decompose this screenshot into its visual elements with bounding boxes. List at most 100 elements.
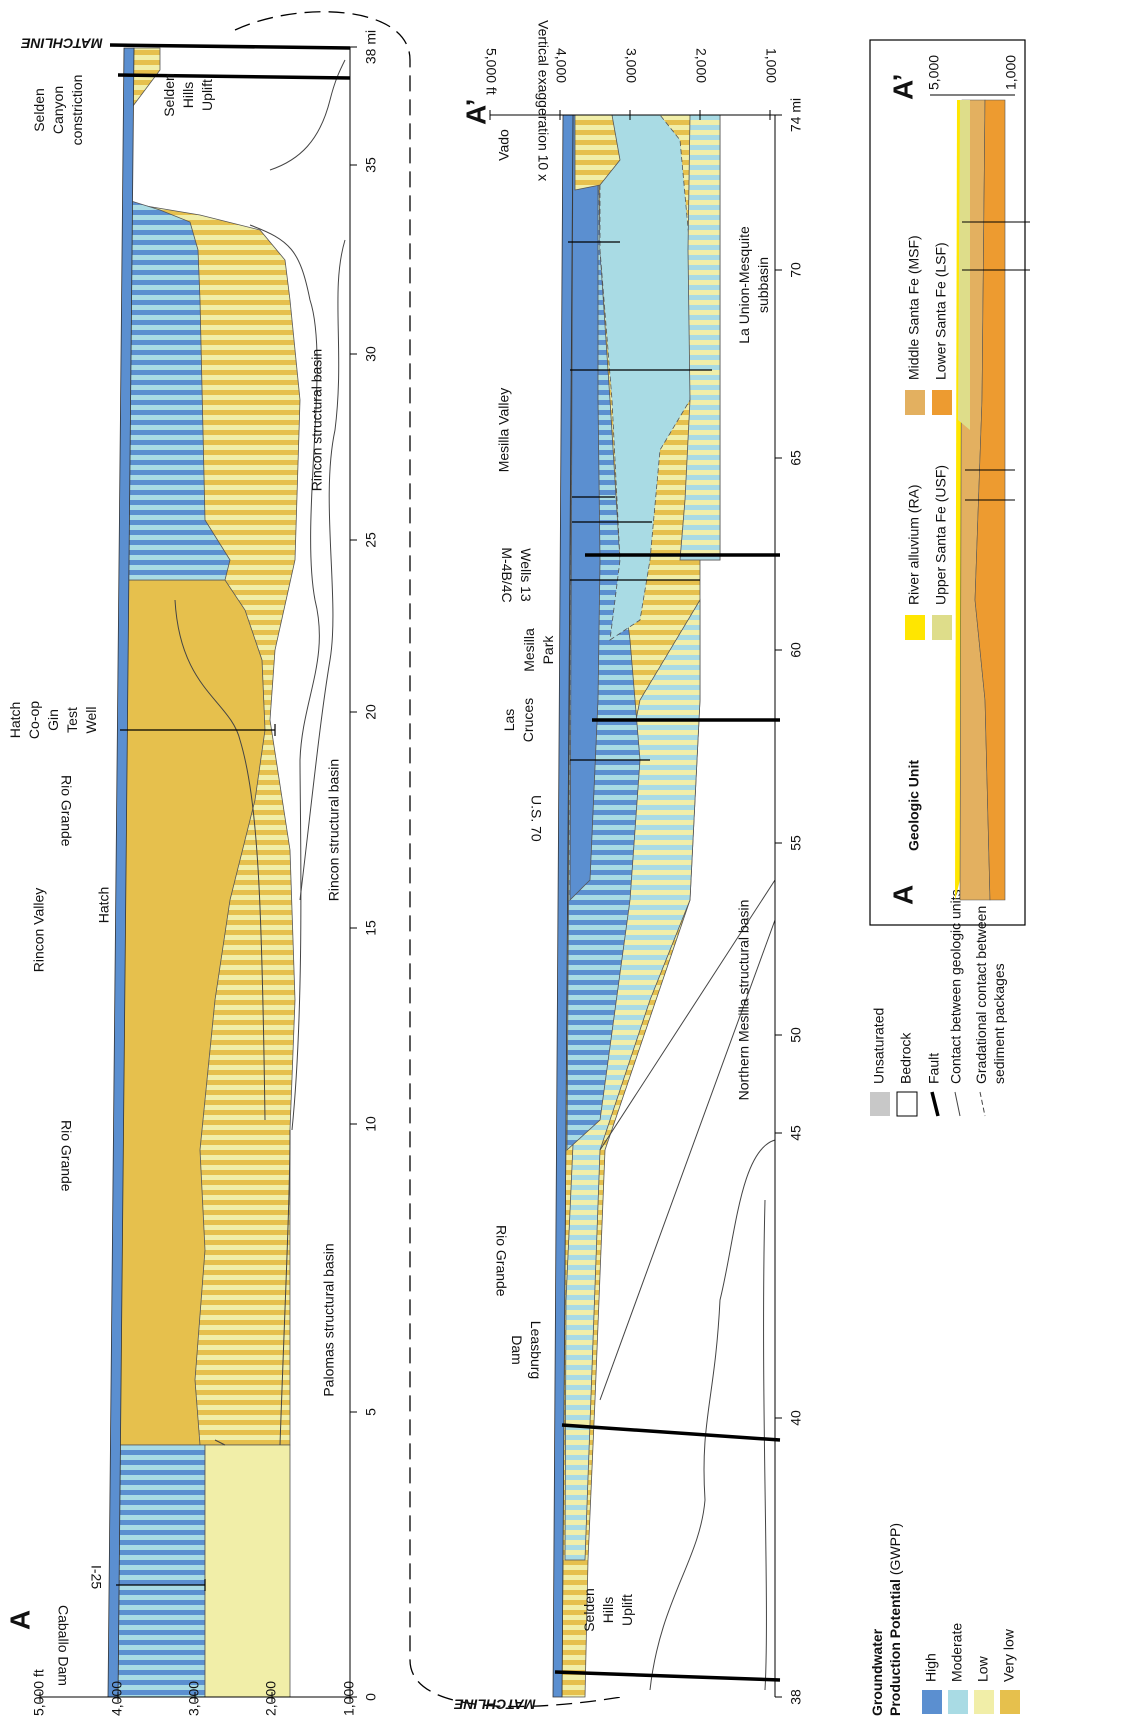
text-line: Hatch (7, 702, 23, 739)
mile-tick-label: 25 (363, 532, 379, 548)
legend-label: Middle Santa Fe (MSF) (906, 235, 922, 380)
geology-shape (679, 114, 721, 561)
text-line: Selden (31, 88, 47, 132)
annotation: LeasburgDam (509, 1321, 544, 1379)
geology-shape (599, 114, 691, 641)
legend-label: Gradational contact between sediment pack… (973, 906, 1007, 1084)
annotation: Rincon Valley (31, 888, 47, 973)
geology-shape (269, 59, 346, 171)
matchline: MATCHLINE (21, 35, 103, 51)
mile-tick-label: 30 (363, 346, 379, 362)
text-line: (GWPP) (887, 1523, 903, 1575)
geology-shape (109, 43, 351, 50)
elevation-tick-label: 4,000 (109, 1681, 125, 1716)
swatch (974, 1690, 994, 1714)
elevation-tick-label: 5,000 ft (31, 1669, 47, 1716)
legend-label: Lower Santa Fe (LSF) (933, 242, 949, 380)
text-line: Well (83, 707, 99, 734)
text-line: Park (540, 635, 556, 665)
annotation: Rio Grande (58, 1120, 74, 1192)
geology-shape (129, 47, 161, 112)
legend-label: Unsaturated (871, 1008, 887, 1084)
swatch (1000, 1690, 1020, 1714)
text-line: Hills (600, 1597, 616, 1623)
text-line: Leasburg (528, 1321, 544, 1379)
annotation: Wells 13M-4B/4C (499, 547, 534, 602)
swatch (896, 1091, 918, 1117)
swatch (930, 1091, 940, 1117)
legend-label: Very low (1001, 1628, 1017, 1682)
text-line: constriction (69, 75, 85, 146)
section-1: 5,000 ft 4,000 3,000 2,000 1,000 0 5 10 15 20 25 30… (4, 30, 378, 1716)
text-line: sediment packages (991, 963, 1007, 1084)
axes: 5,000 ft 4,000 3,000 2,000 1,000 0 5 10 15 20 25 30… (31, 30, 379, 1716)
swatch (870, 1092, 890, 1116)
section-label: A’ (460, 99, 491, 125)
text-line: Uplift (199, 79, 215, 111)
elevation-tick-label: 3,000 (623, 48, 639, 83)
mile-tick-label: 38 (788, 1689, 804, 1705)
legend-label: Bedrock (898, 1032, 914, 1084)
text-line: Selden (161, 73, 177, 117)
geology-shape (574, 114, 621, 191)
gwpp-legend: Groundwater Production Potential (GWPP) Hi… (869, 889, 1020, 1716)
mile-tick-label: 65 (788, 450, 804, 466)
annotation: La Union-Mesquite subbasin (736, 226, 771, 344)
annotation: Selden Canyon constriction (31, 75, 85, 146)
annotation: Rio Grande (493, 1225, 509, 1297)
text-line: La Union-Mesquite (736, 226, 752, 344)
annotation: Northern Mesilla structural basin (736, 900, 752, 1101)
mile-tick-label: 10 (363, 1116, 379, 1132)
mile-tick-label: 38 mi (363, 30, 379, 64)
mini-layer (958, 100, 970, 430)
geology-shape (249, 224, 320, 1131)
annotation: Selden Hills Uplift (161, 73, 215, 117)
mile-tick-label: 45 (788, 1125, 804, 1141)
geologic-unit-legend: A A’ 5,000 1,000 Geologic Unit River all… (869, 39, 1030, 926)
text-line: Production Potential (887, 1579, 903, 1716)
geology (552, 114, 781, 1698)
geology-shape (117, 73, 351, 80)
elevation-tick-label: 3,000 (186, 1681, 202, 1716)
text-line: Canyon (50, 86, 66, 134)
text-line: Cruces (520, 698, 536, 742)
text-line: Mesilla (521, 628, 537, 672)
legend-label: Fault (926, 1053, 942, 1084)
matchline-connector (234, 11, 661, 1708)
geology-shape (174, 599, 266, 1121)
annotation: Vado (496, 129, 512, 161)
elevation-tick-label: 5,000 ft (483, 48, 499, 95)
text-line: Gradational contact between (973, 906, 989, 1084)
geology-shape (599, 919, 776, 1401)
elevation-tick-label: 5,000 (926, 55, 942, 90)
text-line: Gin (45, 709, 61, 731)
swatch (979, 1091, 986, 1117)
geology-shape (123, 199, 231, 581)
annotation: Hatch Co-op Gin Test Well (7, 701, 99, 739)
geology-shape (299, 239, 346, 901)
text-line: Uplift (619, 1594, 635, 1626)
swatch (922, 1690, 942, 1714)
text-line: Co-op (26, 701, 42, 739)
legend-label: High (923, 1653, 939, 1682)
text-line: Dam (509, 1335, 525, 1365)
geology-shape (763, 1199, 767, 1691)
mile-tick-label: 60 (788, 642, 804, 658)
axes: 5,000 ft 4,000 3,000 2,000 1,000 38 40 45 50 55 60… (483, 48, 803, 1705)
geology-shape (117, 1444, 206, 1698)
geology-shape (204, 1444, 291, 1698)
legend-label: Upper Santa Fe (USF) (933, 465, 949, 605)
text-line: Hills (180, 82, 196, 108)
geology-shape (649, 1139, 776, 1691)
mile-tick-label: 35 (363, 157, 379, 173)
elevation-tick-label: 1,000 (1003, 55, 1019, 90)
legend-title: Groundwater Production Potential (GWPP) (869, 1523, 903, 1716)
mile-tick-label: 50 (788, 1027, 804, 1043)
section-label: A’ (887, 74, 918, 100)
text-line: Wells 13 (518, 548, 534, 602)
annotation: Mesilla Park (521, 628, 556, 672)
text-line: M-4B/4C (499, 547, 515, 602)
